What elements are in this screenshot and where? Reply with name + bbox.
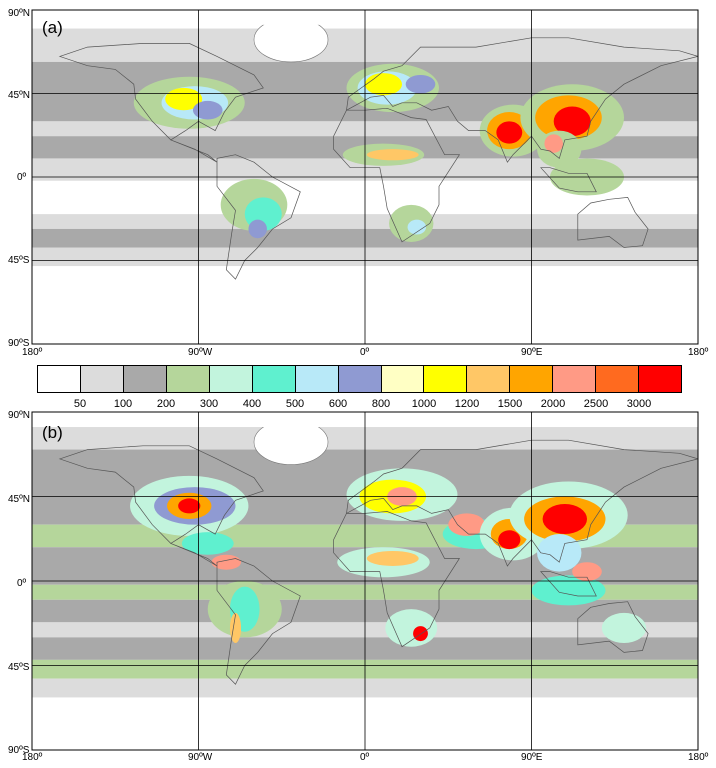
emission-blob (601, 612, 647, 643)
emission-blob (572, 562, 602, 581)
colorbar-tick-label: 1200 (454, 398, 480, 410)
emission-blob (498, 530, 521, 550)
map-a-canvas (31, 9, 699, 345)
coastline (577, 601, 649, 653)
colorbar-tick-label: 800 (371, 398, 391, 410)
colorbar-tick-label: 500 (285, 398, 305, 410)
colorbar-swatch (123, 366, 167, 392)
emission-blob (192, 100, 223, 120)
emission-blob (544, 134, 563, 153)
colorbar-swatch (338, 366, 382, 392)
emission-blob (553, 106, 591, 137)
colorbar-tick-label: 1000 (411, 398, 437, 410)
colorbar-swatch (596, 366, 640, 392)
lon-label-90e-b: 90ºE (521, 752, 543, 763)
emission-blob (365, 73, 402, 96)
emission-blob (537, 534, 582, 572)
colorbar-tick-label: 300 (199, 398, 219, 410)
lon-label-180e-b: 180º (688, 752, 709, 763)
colorbar-swatch (166, 366, 210, 392)
emission-blob (248, 219, 267, 239)
colorbar-swatch (295, 366, 339, 392)
lon-label-90w: 90ºW (188, 347, 213, 358)
lat-label-45n: 45ºN (8, 90, 30, 101)
lat-label-45n-b: 45ºN (8, 494, 30, 505)
emission-blob (211, 554, 242, 570)
map-frame (31, 411, 699, 751)
coastline (577, 197, 649, 248)
colorbar (37, 365, 682, 393)
colorbar-tick-label: 2000 (540, 398, 566, 410)
lon-label-0-b: 0º (360, 752, 370, 763)
lon-label-90w-b: 90ºW (188, 752, 213, 763)
colorbar-tick-label: 3000 (626, 398, 652, 410)
coastline (346, 439, 698, 567)
lat-label-90n-b: 90ºN (8, 410, 30, 421)
lat-label-45s: 45ºS (8, 255, 30, 266)
emission-blob (366, 550, 419, 566)
colorbar-tick-label: 1500 (497, 398, 523, 410)
colorbar-tick-label: 2500 (583, 398, 609, 410)
emission-blob (181, 532, 234, 555)
colorbar-swatch (639, 366, 682, 392)
coastline (333, 107, 461, 243)
emission-blob (448, 513, 486, 536)
coastline (58, 43, 264, 163)
colorbar-tick-label: 100 (113, 398, 133, 410)
lat-label-0-b: 0º (17, 578, 27, 589)
coastline (333, 511, 461, 648)
emission-blob (413, 626, 428, 642)
panel-label-a: (a) (42, 18, 63, 37)
colorbar-swatch (80, 366, 124, 392)
map-panel-b: (b) 90ºN 45ºN 0º 45ºS 90ºS 180º 90ºW 0º … (0, 400, 716, 768)
coastline (346, 37, 698, 163)
lat-label-0: 0º (17, 172, 27, 183)
coastline (540, 571, 597, 597)
map-panel-a: (a) 90ºN 45ºN 0º 45ºS 90ºS 180º 90ºW 0º … (0, 0, 716, 360)
map-frame (31, 9, 699, 345)
map-b-canvas (31, 411, 699, 751)
colorbar-swatch (209, 366, 253, 392)
colorbar-swatch (424, 366, 468, 392)
colorbar-swatch (252, 366, 296, 392)
colorbar-tick-label: 50 (73, 398, 87, 410)
lat-label-45s-b: 45ºS (8, 662, 30, 673)
colorbar-tick-label: 200 (156, 398, 176, 410)
colorbar-tick-label: 400 (242, 398, 262, 410)
emission-blob (405, 74, 436, 94)
emission-blob (366, 149, 419, 161)
colorbar-swatch (553, 366, 597, 392)
lon-label-180w-b: 180º (22, 752, 43, 763)
emission-blob (542, 504, 587, 535)
colorbar-swatch (467, 366, 511, 392)
emission-blob (496, 121, 523, 144)
lon-label-0: 0º (360, 347, 370, 358)
lat-label-90s: 90ºS (8, 338, 30, 349)
emission-blob (229, 612, 242, 643)
colorbar-swatch (38, 366, 81, 392)
emission-blob (531, 575, 606, 606)
coastline (58, 445, 264, 567)
colorbar-swatch (381, 366, 425, 392)
emission-blob (407, 219, 427, 235)
emission-blob (178, 498, 201, 514)
lat-label-90n: 90ºN (8, 8, 30, 19)
coastline (216, 154, 301, 280)
panel-label-b: (b) (42, 423, 63, 442)
lon-label-180e: 180º (688, 347, 709, 358)
lon-label-90e: 90ºE (521, 347, 543, 358)
colorbar-tick-label: 600 (328, 398, 348, 410)
colorbar-swatch (510, 366, 554, 392)
coastline (540, 167, 597, 193)
coastline (216, 558, 301, 685)
lat-label-90s-b: 90ºS (8, 745, 30, 756)
lon-label-180w: 180º (22, 347, 43, 358)
